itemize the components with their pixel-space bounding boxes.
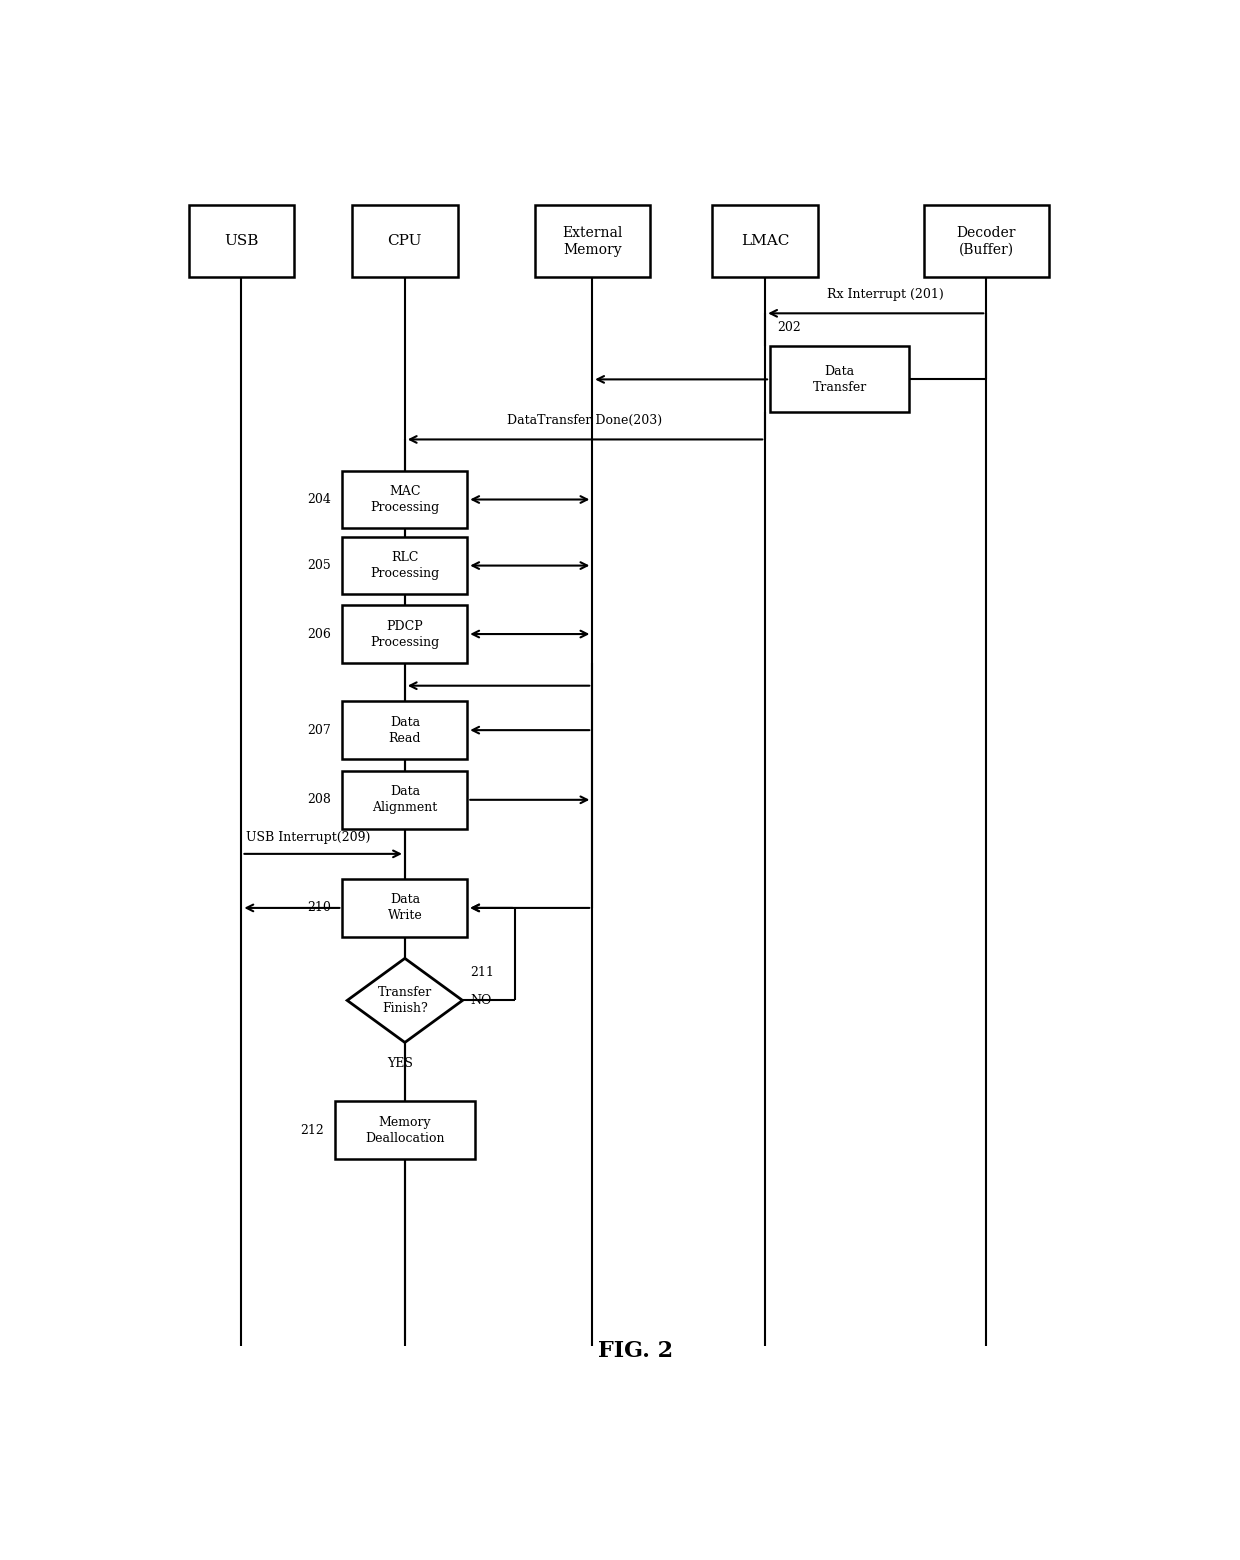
Text: PDCP
Processing: PDCP Processing bbox=[371, 619, 439, 649]
Text: 207: 207 bbox=[308, 724, 331, 736]
Bar bbox=[342, 880, 467, 936]
Bar bbox=[342, 471, 467, 529]
Text: 205: 205 bbox=[308, 558, 331, 573]
Bar bbox=[342, 605, 467, 663]
Bar bbox=[924, 206, 1049, 278]
Text: Decoder
(Buffer): Decoder (Buffer) bbox=[956, 226, 1016, 257]
Text: RLC
Processing: RLC Processing bbox=[371, 551, 439, 580]
Text: 202: 202 bbox=[776, 321, 801, 334]
Text: 211: 211 bbox=[470, 966, 494, 980]
Text: Memory
Deallocation: Memory Deallocation bbox=[365, 1115, 445, 1145]
Bar bbox=[534, 206, 650, 278]
Text: Data
Write: Data Write bbox=[387, 894, 423, 922]
Text: Rx Interrupt (201): Rx Interrupt (201) bbox=[827, 289, 944, 301]
Bar bbox=[335, 1101, 475, 1159]
Bar bbox=[712, 206, 818, 278]
Bar bbox=[188, 206, 294, 278]
Text: YES: YES bbox=[387, 1056, 413, 1070]
Text: LMAC: LMAC bbox=[742, 234, 790, 248]
Text: USB: USB bbox=[224, 234, 259, 248]
Text: CPU: CPU bbox=[388, 234, 422, 248]
Text: Data
Transfer: Data Transfer bbox=[812, 365, 867, 393]
Text: 212: 212 bbox=[300, 1123, 324, 1137]
Text: 210: 210 bbox=[308, 902, 331, 914]
Bar bbox=[342, 702, 467, 760]
Polygon shape bbox=[347, 958, 463, 1042]
Text: Data
Alignment: Data Alignment bbox=[372, 785, 438, 814]
Bar bbox=[352, 206, 458, 278]
Text: FIG. 2: FIG. 2 bbox=[598, 1340, 673, 1362]
Text: NO: NO bbox=[470, 994, 491, 1006]
Text: DataTransfer Done(203): DataTransfer Done(203) bbox=[507, 415, 662, 427]
Text: USB Interrupt(209): USB Interrupt(209) bbox=[247, 831, 371, 844]
Bar bbox=[342, 771, 467, 828]
Bar bbox=[770, 346, 909, 412]
Text: 208: 208 bbox=[308, 794, 331, 807]
Text: 204: 204 bbox=[308, 493, 331, 505]
Text: MAC
Processing: MAC Processing bbox=[371, 485, 439, 513]
Text: Transfer
Finish?: Transfer Finish? bbox=[378, 986, 432, 1016]
Text: 206: 206 bbox=[308, 627, 331, 641]
Text: External
Memory: External Memory bbox=[562, 226, 622, 257]
Bar bbox=[342, 537, 467, 594]
Text: Data
Read: Data Read bbox=[388, 716, 422, 744]
